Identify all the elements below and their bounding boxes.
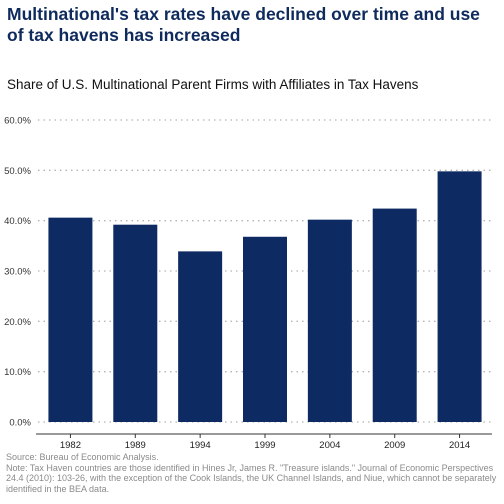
bar-2004 [307, 219, 352, 422]
source-note: Source: Bureau of Economic Analysis. [6, 452, 159, 462]
chart-subtitle: Share of U.S. Multinational Parent Firms… [7, 77, 419, 92]
chart-footer: Source: Bureau of Economic Analysis. Not… [6, 452, 500, 494]
x-tick-label: 1989 [125, 440, 146, 451]
bar-1999 [243, 236, 287, 422]
bar-1994 [178, 251, 223, 422]
bars [48, 171, 482, 422]
chart-headline: Multinational's tax rates have declined … [7, 4, 480, 45]
bar-1989 [113, 224, 158, 422]
y-tick-label: 30.0% [4, 267, 31, 278]
bar-2014 [437, 171, 482, 422]
footnote: Note: Tax Haven countries are those iden… [6, 462, 497, 494]
y-tick-label: 50.0% [4, 166, 31, 177]
y-tick-label: 0.0% [9, 418, 31, 429]
x-axis: 1982 1989 1994 1999 2004 2009 2014 [36, 433, 492, 451]
bar-1982 [48, 217, 93, 422]
y-axis-ticks: 0.0% 10.0% 20.0% 30.0% 40.0% 50.0% 60.0% [4, 116, 31, 429]
y-tick-label: 40.0% [4, 216, 31, 227]
x-tick-label: 1999 [254, 440, 275, 451]
bar-2009 [372, 208, 417, 422]
x-tick-label: 2009 [384, 440, 405, 451]
x-tick-label: 2004 [319, 440, 340, 451]
y-tick-label: 20.0% [4, 317, 31, 328]
y-tick-label: 10.0% [4, 367, 31, 378]
x-tick-label: 2014 [449, 440, 470, 451]
x-tick-label: 1982 [60, 440, 81, 451]
y-tick-label: 60.0% [4, 116, 31, 127]
x-tick-label: 1994 [190, 440, 211, 451]
